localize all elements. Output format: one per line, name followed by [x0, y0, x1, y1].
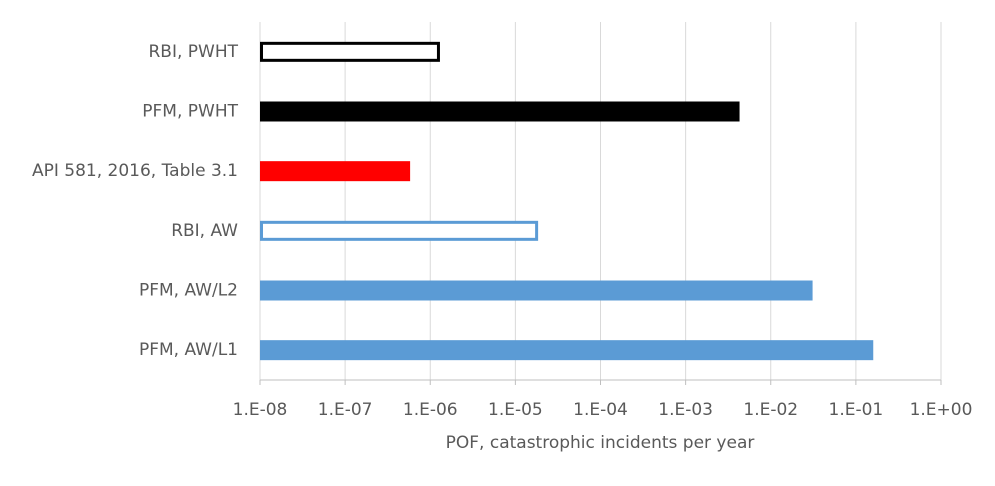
y-tick-label: RBI, AW: [171, 221, 238, 241]
y-tick-label: RBI, PWHT: [148, 42, 238, 62]
x-tick-label: 1.E-04: [573, 400, 628, 420]
bar: [260, 101, 740, 122]
x-tick-label: 1.E-03: [658, 400, 713, 420]
y-tick-label: PFM, AW/L2: [139, 281, 238, 301]
bar: [260, 161, 411, 182]
bar: [260, 220, 539, 241]
x-tick-label: 1.E-08: [233, 400, 288, 420]
x-tick-label: 1.E+00: [910, 400, 973, 420]
x-axis-title: POF, catastrophic incidents per year: [446, 433, 755, 453]
y-tick-label: PFM, PWHT: [142, 102, 238, 122]
x-tick-label: 1.E-01: [829, 400, 884, 420]
x-tick-label: 1.E-02: [743, 400, 798, 420]
x-tick-label: 1.E-05: [488, 400, 543, 420]
bar: [260, 340, 874, 361]
bar: [260, 280, 813, 301]
y-tick-label: API 581, 2016, Table 3.1: [32, 161, 238, 181]
y-tick-label: PFM, AW/L1: [139, 340, 238, 360]
x-tick-label: 1.E-07: [318, 400, 373, 420]
bar: [260, 41, 440, 62]
x-tick-label: 1.E-06: [403, 400, 458, 420]
